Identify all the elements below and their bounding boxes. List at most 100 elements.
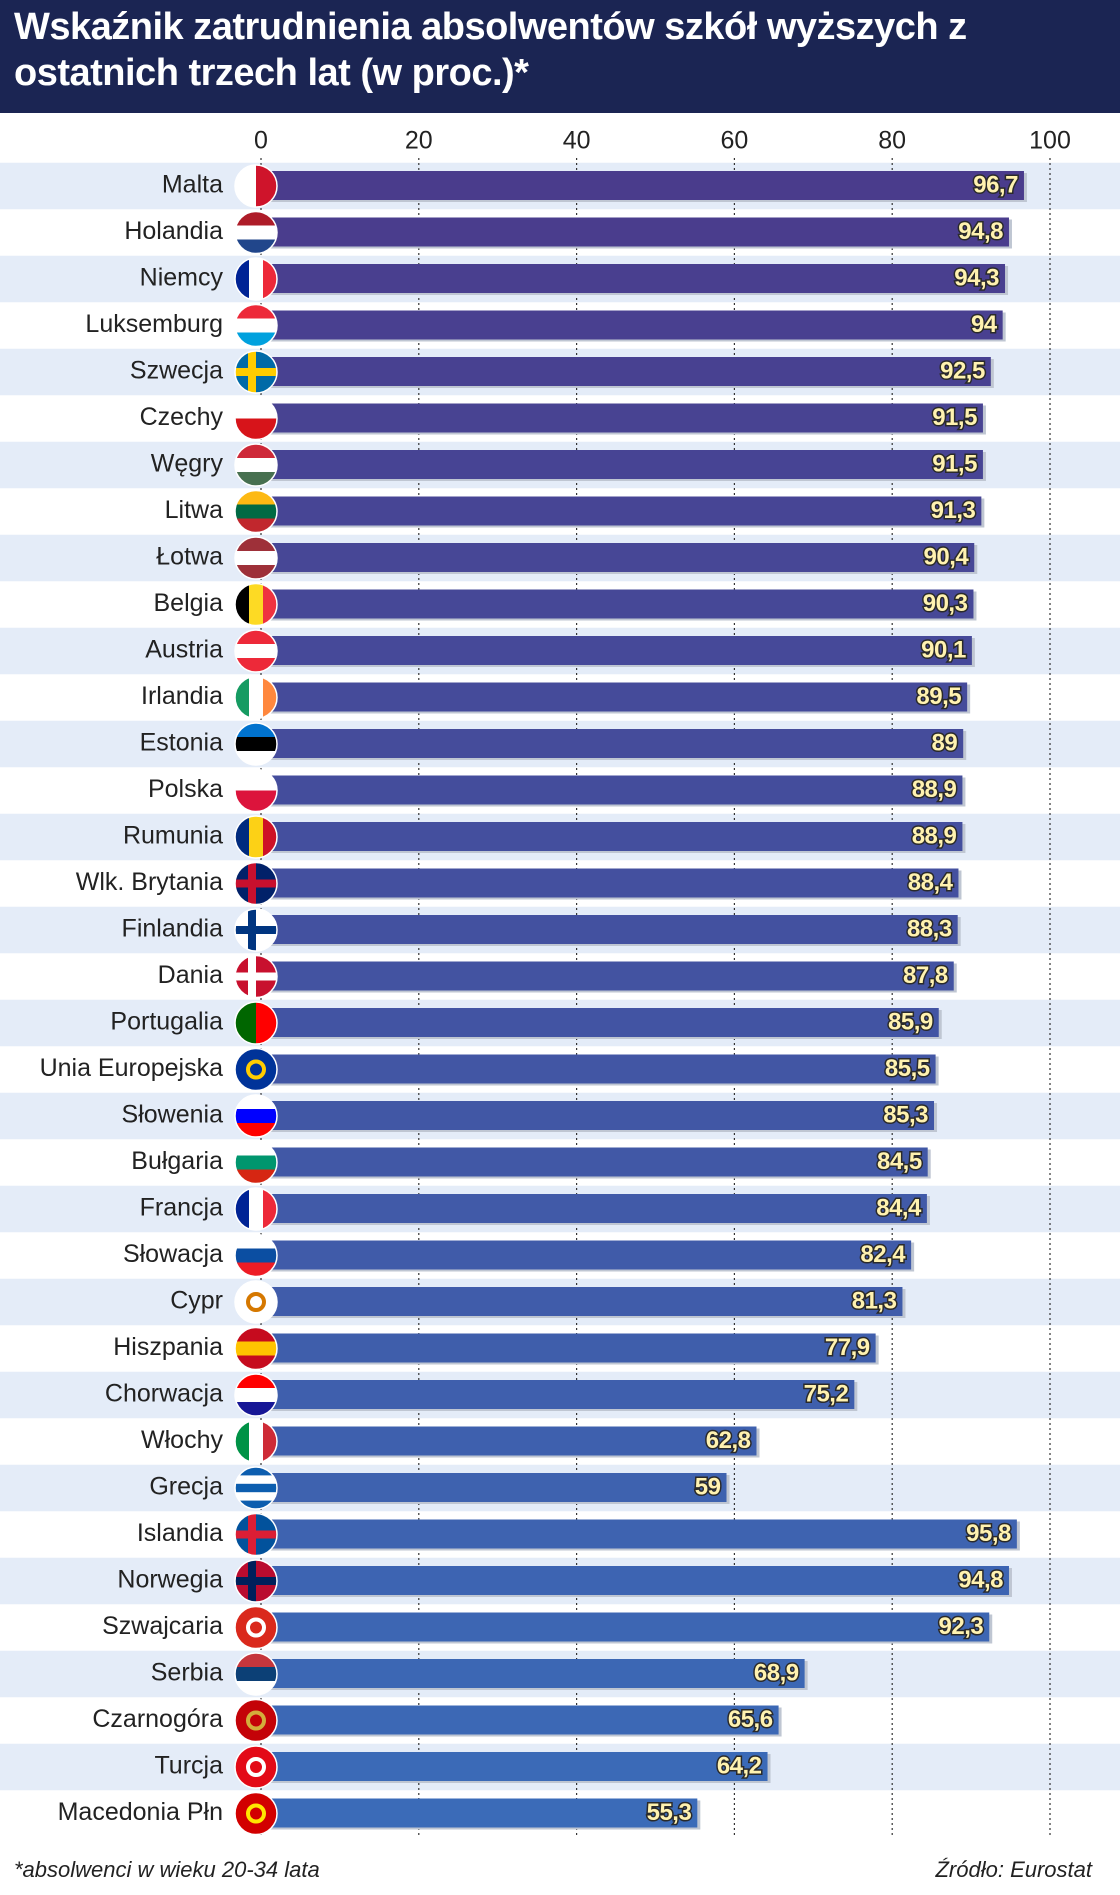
flag-emblem bbox=[246, 1292, 266, 1312]
flag bbox=[235, 909, 277, 951]
flag-ring bbox=[234, 954, 278, 999]
bar bbox=[261, 915, 958, 944]
flag-stripe bbox=[235, 211, 277, 226]
bar bbox=[261, 1333, 876, 1363]
y-tick-label: Czechy bbox=[140, 403, 224, 431]
bar bbox=[261, 1426, 757, 1456]
flag-cross bbox=[248, 1560, 256, 1602]
flag-ring bbox=[234, 1791, 278, 1836]
x-tick-label: 100 bbox=[1029, 127, 1071, 155]
flag bbox=[235, 1699, 277, 1742]
flag-stripe bbox=[235, 504, 277, 519]
y-tick-label: Austria bbox=[145, 636, 223, 664]
bar bbox=[261, 1008, 939, 1037]
value-label: 88,3 bbox=[907, 915, 952, 942]
value-label: 88,9 bbox=[912, 822, 957, 849]
flag-cross bbox=[248, 909, 256, 951]
flag bbox=[235, 769, 277, 812]
flag-stripe bbox=[235, 769, 277, 791]
flag-stripe bbox=[249, 1420, 264, 1463]
flag-bg bbox=[235, 1746, 277, 1788]
bar bbox=[261, 636, 972, 665]
flag-ring bbox=[234, 257, 278, 301]
flag-ring bbox=[234, 675, 278, 720]
y-tick-label: Portugalia bbox=[110, 1008, 223, 1036]
flag-emblem bbox=[246, 1617, 266, 1638]
flag-ring bbox=[234, 1187, 278, 1231]
flag-ring bbox=[234, 1233, 278, 1278]
bar bbox=[261, 217, 1009, 247]
flag-cross bbox=[248, 955, 256, 998]
flag bbox=[235, 165, 277, 207]
y-tick-label: Szwajcaria bbox=[102, 1612, 223, 1640]
flag-stripe bbox=[235, 1492, 277, 1502]
y-tick-label: Chorwacja bbox=[105, 1380, 223, 1408]
flag-stripe bbox=[235, 225, 277, 240]
flag-emblem bbox=[246, 1757, 266, 1777]
flag bbox=[235, 1746, 277, 1788]
bar bbox=[261, 1798, 698, 1828]
value-label: 94 bbox=[971, 311, 998, 338]
flag bbox=[235, 955, 277, 998]
flag-stripe bbox=[235, 790, 277, 812]
y-tick-label: Hiszpania bbox=[113, 1333, 223, 1361]
flag-stripe bbox=[235, 1467, 277, 1476]
y-tick-label: Turcja bbox=[154, 1752, 223, 1780]
bar bbox=[261, 775, 963, 805]
value-label: 87,8 bbox=[903, 962, 948, 989]
flag-bg bbox=[235, 1048, 277, 1091]
flag-stripe bbox=[256, 165, 277, 207]
flag-stripe bbox=[235, 397, 277, 419]
flag-ring bbox=[234, 1652, 278, 1696]
flag-ring bbox=[234, 1373, 278, 1417]
value-label: 91,5 bbox=[932, 450, 977, 477]
flag-stripe bbox=[235, 1234, 277, 1249]
flag-stripe bbox=[235, 1327, 277, 1342]
y-tick-label: Łotwa bbox=[156, 543, 223, 571]
flag-stripe bbox=[235, 1500, 277, 1509]
value-label: 91,3 bbox=[931, 497, 976, 524]
bar bbox=[261, 1054, 936, 1084]
y-tick-label: Grecja bbox=[149, 1473, 223, 1501]
bar bbox=[261, 1612, 990, 1642]
flag-stripe bbox=[235, 1141, 277, 1156]
flag-ring bbox=[234, 1559, 278, 1603]
flag bbox=[235, 397, 277, 440]
flag-ring bbox=[234, 536, 278, 580]
bar bbox=[261, 1473, 727, 1502]
value-label: 94,3 bbox=[954, 264, 999, 291]
y-tick-label: Belgia bbox=[154, 589, 224, 617]
bar bbox=[261, 682, 968, 712]
flag-stripe bbox=[249, 583, 264, 626]
y-tick-label: Bułgaria bbox=[131, 1147, 223, 1175]
flag-ring bbox=[234, 1745, 278, 1789]
value-label: 91,5 bbox=[932, 404, 977, 431]
flag-stripe bbox=[249, 258, 264, 300]
y-tick-label: Słowenia bbox=[122, 1101, 224, 1129]
y-tick-label: Cypr bbox=[170, 1287, 223, 1315]
flag-ring bbox=[234, 1001, 278, 1045]
flag-stripe bbox=[235, 1341, 277, 1356]
flag-ring bbox=[234, 396, 278, 441]
value-label: 90,4 bbox=[924, 543, 970, 570]
bar bbox=[261, 589, 974, 619]
value-label: 89 bbox=[932, 729, 958, 756]
flag-stripe bbox=[235, 1109, 277, 1124]
flag-ring bbox=[234, 443, 278, 487]
value-label: 68,9 bbox=[754, 1659, 799, 1686]
chart-title: Wskaźnik zatrudnienia absolwentów szkół … bbox=[14, 6, 967, 94]
y-tick-label: Estonia bbox=[140, 729, 223, 757]
value-label: 77,9 bbox=[825, 1334, 870, 1361]
value-label: 85,3 bbox=[883, 1101, 928, 1128]
x-tick-label: 40 bbox=[563, 127, 591, 155]
flag-ring bbox=[234, 1466, 278, 1510]
bar bbox=[261, 1380, 855, 1409]
flag-cross bbox=[248, 351, 256, 393]
y-tick-label: Macedonia Płn bbox=[58, 1798, 223, 1826]
bar bbox=[261, 1101, 935, 1130]
y-tick-label: Serbia bbox=[151, 1659, 223, 1687]
bar bbox=[261, 264, 1006, 293]
flag-ring bbox=[234, 1280, 278, 1324]
flag-ring bbox=[234, 1512, 278, 1557]
value-label: 92,3 bbox=[939, 1613, 984, 1640]
